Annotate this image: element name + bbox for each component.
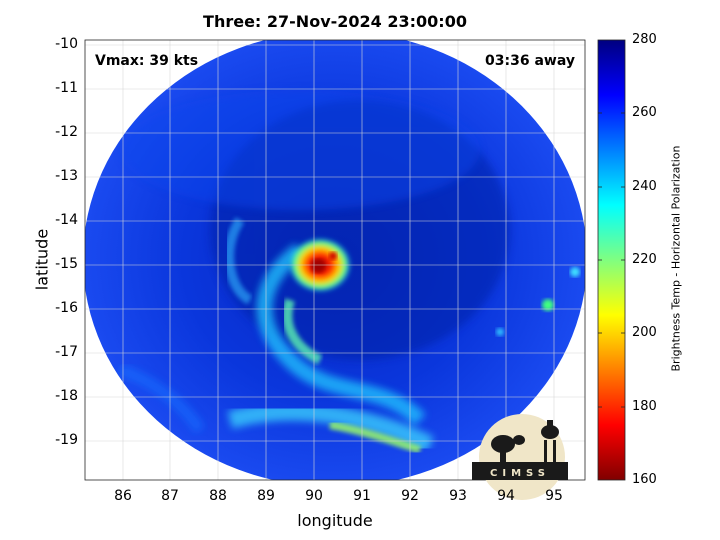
x-tick-label: 88 xyxy=(209,488,227,504)
y-tick-label: -16 xyxy=(55,300,78,316)
x-tick-label: 91 xyxy=(353,488,371,504)
y-tick-label: -11 xyxy=(55,80,78,96)
y-tick-label: -12 xyxy=(55,124,78,140)
colorbar-label: Brightness Temp - Horizontal Polarizatio… xyxy=(669,145,683,372)
brightness-temp-swath xyxy=(85,40,585,480)
y-tick-label: -19 xyxy=(55,432,78,448)
y-axis-label: latitude xyxy=(32,228,52,291)
y-tick-label: -15 xyxy=(55,256,78,272)
x-tick-label: 93 xyxy=(449,488,467,504)
y-tick-label: -13 xyxy=(55,168,78,184)
y-tick-label: -17 xyxy=(55,344,78,360)
colorbar-tick-label: 240 xyxy=(632,179,657,194)
time-away-label: 03:36 away xyxy=(485,53,575,69)
x-tick-label: 95 xyxy=(545,488,563,504)
colorbar xyxy=(597,39,626,481)
colorbar-tick-label: 260 xyxy=(632,105,657,120)
x-tick-label: 94 xyxy=(497,488,515,504)
x-axis-label: longitude xyxy=(297,511,373,530)
cimss-logo: CIMSS xyxy=(472,414,568,500)
x-tick-label: 87 xyxy=(161,488,179,504)
colorbar-tick-label: 280 xyxy=(632,32,657,47)
y-tick-label: -14 xyxy=(55,212,78,228)
colorbar-tick-label: 160 xyxy=(632,472,657,487)
grid-lines xyxy=(85,40,585,480)
chart-title: Three: 27-Nov-2024 23:00:00 xyxy=(203,12,467,31)
x-tick-label: 92 xyxy=(401,488,419,504)
colorbar-ticks xyxy=(598,112,625,408)
x-tick-label: 90 xyxy=(305,488,323,504)
vmax-label: Vmax: 39 kts xyxy=(95,53,199,69)
x-tick-label: 89 xyxy=(257,488,275,504)
colorbar-tick-label: 180 xyxy=(632,399,657,414)
y-tick-label: -10 xyxy=(55,36,78,52)
colorbar-tick-label: 200 xyxy=(632,325,657,340)
y-tick-label: -18 xyxy=(55,388,78,404)
x-tick-label: 86 xyxy=(114,488,132,504)
plot-frame xyxy=(84,39,586,481)
colorbar-tick-label: 220 xyxy=(632,252,657,267)
logo-text: CIMSS xyxy=(490,468,550,479)
